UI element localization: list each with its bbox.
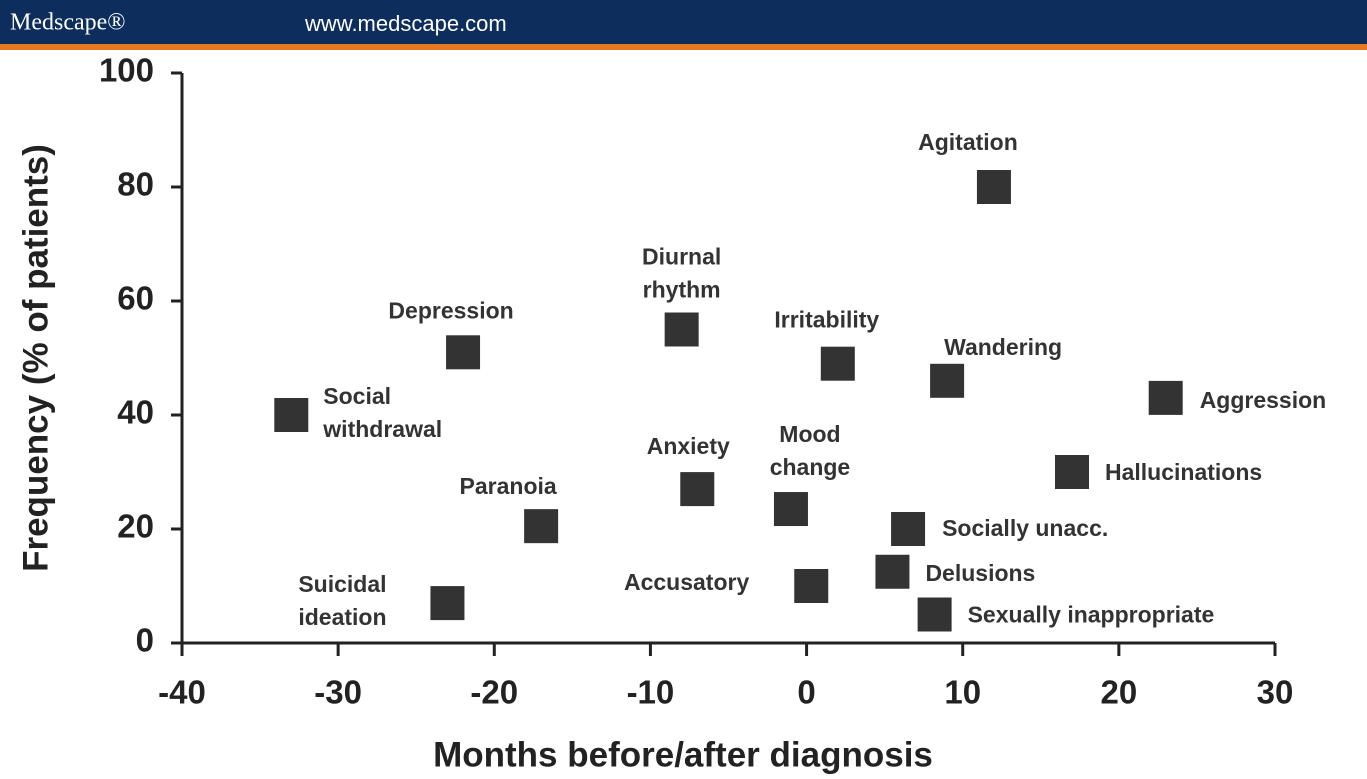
point [1055,455,1090,489]
point-label-line: Diurnal [642,244,721,270]
point [794,569,829,603]
y-tick-label: 80 [117,166,154,203]
point-label-line: Accusatory [624,569,749,595]
point [875,554,910,589]
point [820,346,855,381]
point [930,363,965,398]
point-label: Accusatory [624,569,749,595]
x-tick-label: -20 [470,674,518,711]
point-label: Paranoia [460,473,557,499]
point-label-line: Agitation [918,129,1018,155]
point-label: Delusions [925,560,1035,586]
point-label-line: withdrawal [322,416,442,442]
point [274,398,309,432]
point-label-line: Paranoia [460,473,557,499]
point-label-line: rhythm [643,277,721,303]
point [773,492,808,527]
point-label-line: Social [323,383,391,409]
point [976,170,1011,204]
y-tick-label: 60 [117,280,154,317]
x-tick-label: 0 [797,674,815,711]
point-label: Socially unacc. [942,515,1108,541]
point-label-line: change [770,454,851,480]
y-tick-label: 20 [117,508,154,545]
point-label: Sexually inappropriate [968,602,1215,628]
point-label-line: Irritability [774,307,879,333]
x-tick-label: 30 [1257,674,1294,711]
brand: Medscape® [10,10,126,36]
point-label-line: Hallucinations [1105,459,1262,485]
x-tick-label: -10 [627,674,675,711]
point-label-line: Anxiety [647,433,730,459]
point [664,312,699,347]
point-label: Suicidal ideation [298,571,386,630]
point-label: Aggression [1200,387,1327,413]
point [891,512,926,546]
y-axis-title: Frequency (% of patients) [16,144,55,572]
point [680,472,715,507]
point-label: Hallucinations [1105,459,1262,485]
y-tick-label: 40 [117,394,154,431]
header-stripe [0,44,1367,50]
header-bar [0,0,1367,44]
point-label-line: Sexually inappropriate [968,602,1215,628]
y-tick-label: 100 [99,52,154,89]
point-label-line: Delusions [925,560,1035,586]
point-label-line: Depression [388,297,513,323]
point [430,586,465,621]
point-label: Mood change [770,421,851,480]
x-tick-label: -30 [314,674,362,711]
y-tick-label: 0 [136,622,154,659]
point [917,597,952,632]
point [446,335,481,370]
x-axis-title: Months before/after diagnosis [433,735,933,774]
point-label-line: Aggression [1200,387,1327,413]
x-tick-label: -40 [158,674,206,711]
point [1148,380,1183,415]
point-label: Irritability [774,307,879,333]
x-tick-label: 20 [1100,674,1137,711]
point-label: Anxiety [647,433,730,459]
x-tick-label: 10 [944,674,981,711]
url: www.medscape.com [304,11,507,36]
point [524,509,559,544]
point-label: Diurnal rhythm [642,244,721,303]
point-label-line: Socially unacc. [942,515,1108,541]
point-label-line: Wandering [944,334,1062,360]
point-label-line: Suicidal [298,571,386,597]
point-label-line: Mood [779,421,840,447]
point-label: Social withdrawal [322,383,442,442]
point-label: Wandering [944,334,1062,360]
point-label: Agitation [918,129,1018,155]
point-label-line: ideation [298,604,386,630]
point-label: Depression [388,297,513,323]
